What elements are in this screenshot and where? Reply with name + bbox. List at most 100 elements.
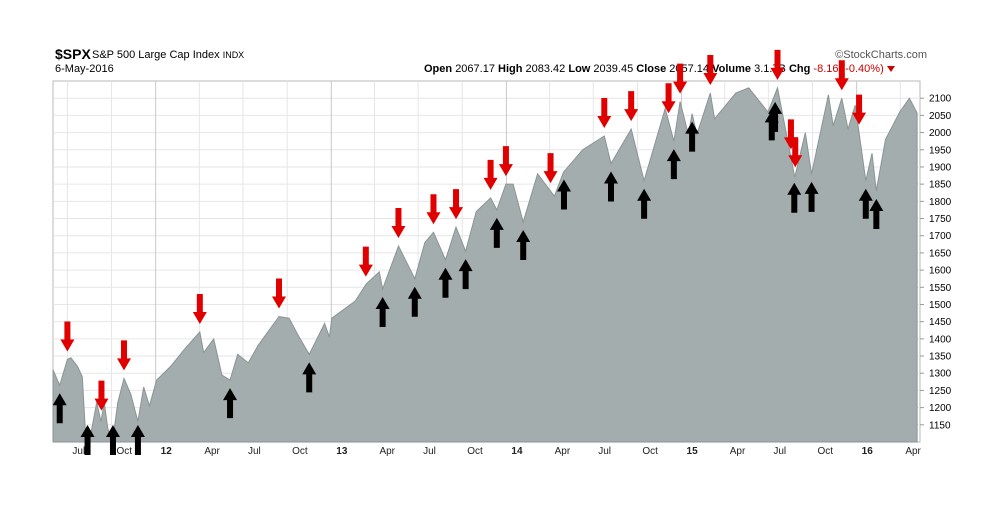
y-axis: 1150 1200 1250 1300 1350 1400 1450 1500 1550 1600… xyxy=(920,94,952,431)
down-arrow-icon xyxy=(661,83,676,114)
x-tick-label: Apr xyxy=(204,446,220,457)
up-arrow-icon xyxy=(685,121,700,152)
up-arrow-icon xyxy=(869,199,884,230)
y-tick-label: 1350 xyxy=(929,352,952,363)
up-arrow-icon xyxy=(858,188,873,219)
y-tick-label: 1500 xyxy=(929,300,952,311)
x-tick-label: 12 xyxy=(161,446,173,457)
low-label: Low xyxy=(568,63,591,75)
up-arrow-icon xyxy=(458,259,473,290)
down-arrow-icon xyxy=(271,278,286,309)
up-arrow-icon xyxy=(438,267,453,298)
high-value: 2083.42 xyxy=(525,63,566,75)
x-axis: Jul Oct 12 Apr Jul Oct 13 Apr Jul Oct 14 Apr Jul Oct 1… xyxy=(72,446,921,457)
down-arrow-icon xyxy=(834,60,849,91)
down-arrow-icon xyxy=(192,293,207,324)
x-tick-label: Jul xyxy=(773,446,786,457)
down-arrow-icon xyxy=(543,153,558,184)
up-arrow-icon xyxy=(604,171,619,202)
up-arrow-icon xyxy=(52,393,67,424)
up-arrow-icon xyxy=(80,425,95,455)
up-arrow-icon xyxy=(130,425,145,455)
y-tick-label: 1150 xyxy=(929,420,951,431)
chg-label: Chg xyxy=(788,63,811,75)
x-tick-label: Oct xyxy=(117,446,133,457)
down-arrow-icon xyxy=(94,380,109,411)
price-area xyxy=(52,86,918,443)
x-tick-label: 14 xyxy=(511,446,523,457)
x-tick-label: Apr xyxy=(555,446,571,457)
copyright-icon: © xyxy=(835,49,844,61)
x-tick-label: Apr xyxy=(379,446,395,457)
x-tick-label: Apr xyxy=(730,446,746,457)
exchange-label: INDX xyxy=(222,50,245,60)
open-value: 2067.17 xyxy=(455,63,495,75)
x-tick-label: Oct xyxy=(467,446,483,457)
y-tick-label: 1550 xyxy=(929,283,952,294)
x-tick-label: 15 xyxy=(687,446,699,457)
down-arrow-icon xyxy=(426,194,441,225)
up-arrow-icon xyxy=(516,229,531,260)
ticker-symbol: $SPX xyxy=(55,46,91,62)
low-value: 2039.45 xyxy=(593,63,634,75)
x-tick-label: Jul xyxy=(598,446,611,457)
y-tick-label: 1750 xyxy=(929,214,952,225)
x-tick-label: Oct xyxy=(292,446,308,457)
y-tick-label: 1250 xyxy=(929,386,952,397)
up-arrow-icon xyxy=(489,217,504,248)
x-tick-label: Oct xyxy=(642,446,658,457)
down-arrow-icon xyxy=(358,246,373,277)
y-tick-label: 1800 xyxy=(929,197,952,208)
y-tick-label: 1400 xyxy=(929,334,952,345)
chg-value: -8.16 (-0.40%) xyxy=(813,63,884,75)
brand[interactable]: ©StockCharts.com xyxy=(835,49,927,61)
down-arrow-icon xyxy=(770,49,785,80)
y-tick-label: 1200 xyxy=(929,403,952,414)
signal-arrows xyxy=(52,49,884,455)
x-tick-label: Jul xyxy=(248,446,261,457)
down-arrow-icon xyxy=(60,321,75,352)
price-stats: Open 2067.17 High 2083.42 Low 2039.45 Cl… xyxy=(424,63,895,75)
up-arrow-icon xyxy=(302,362,317,393)
x-tick-label: Apr xyxy=(905,446,921,457)
y-tick-label: 1900 xyxy=(929,162,952,173)
y-tick-label: 2100 xyxy=(929,94,952,105)
chart-date: 6-May-2016 xyxy=(55,63,114,75)
y-tick-label: 1700 xyxy=(929,231,952,242)
down-arrow-icon xyxy=(597,98,612,129)
y-tick-label: 2000 xyxy=(929,128,952,139)
down-arrow-icon xyxy=(788,137,803,168)
down-arrow-icon xyxy=(117,340,132,371)
x-tick-label: Jul xyxy=(423,446,436,457)
y-tick-label: 1450 xyxy=(929,317,952,328)
brand-text: StockCharts.com xyxy=(843,49,927,61)
x-tick-label: Jul xyxy=(72,446,85,457)
up-arrow-icon xyxy=(637,188,652,219)
volume-label: Volume xyxy=(712,63,752,75)
index-name: S&P 500 Large Cap Index INDX xyxy=(92,49,244,61)
y-tick-label: 1650 xyxy=(929,248,952,259)
close-label: Close xyxy=(636,63,667,75)
up-arrow-icon xyxy=(407,286,422,317)
up-arrow-icon xyxy=(666,149,681,180)
down-triangle-icon xyxy=(886,66,895,72)
x-tick-label: 16 xyxy=(862,446,874,457)
y-tick-label: 1600 xyxy=(929,266,952,277)
y-tick-label: 1300 xyxy=(929,369,952,380)
down-arrow-icon xyxy=(703,55,718,86)
up-arrow-icon xyxy=(556,179,571,210)
down-arrow-icon xyxy=(673,63,688,94)
down-arrow-icon xyxy=(498,146,513,177)
index-name-text: S&P 500 Large Cap Index xyxy=(92,49,220,61)
up-arrow-icon xyxy=(223,388,238,419)
down-arrow-icon xyxy=(391,208,406,239)
y-tick-label: 2050 xyxy=(929,111,952,122)
up-arrow-icon xyxy=(105,425,120,455)
x-tick-label: Oct xyxy=(818,446,834,457)
up-arrow-icon xyxy=(787,182,802,213)
down-arrow-icon xyxy=(624,91,639,122)
y-tick-label: 1850 xyxy=(929,180,952,191)
high-label: High xyxy=(498,63,523,75)
up-arrow-icon xyxy=(804,181,819,212)
